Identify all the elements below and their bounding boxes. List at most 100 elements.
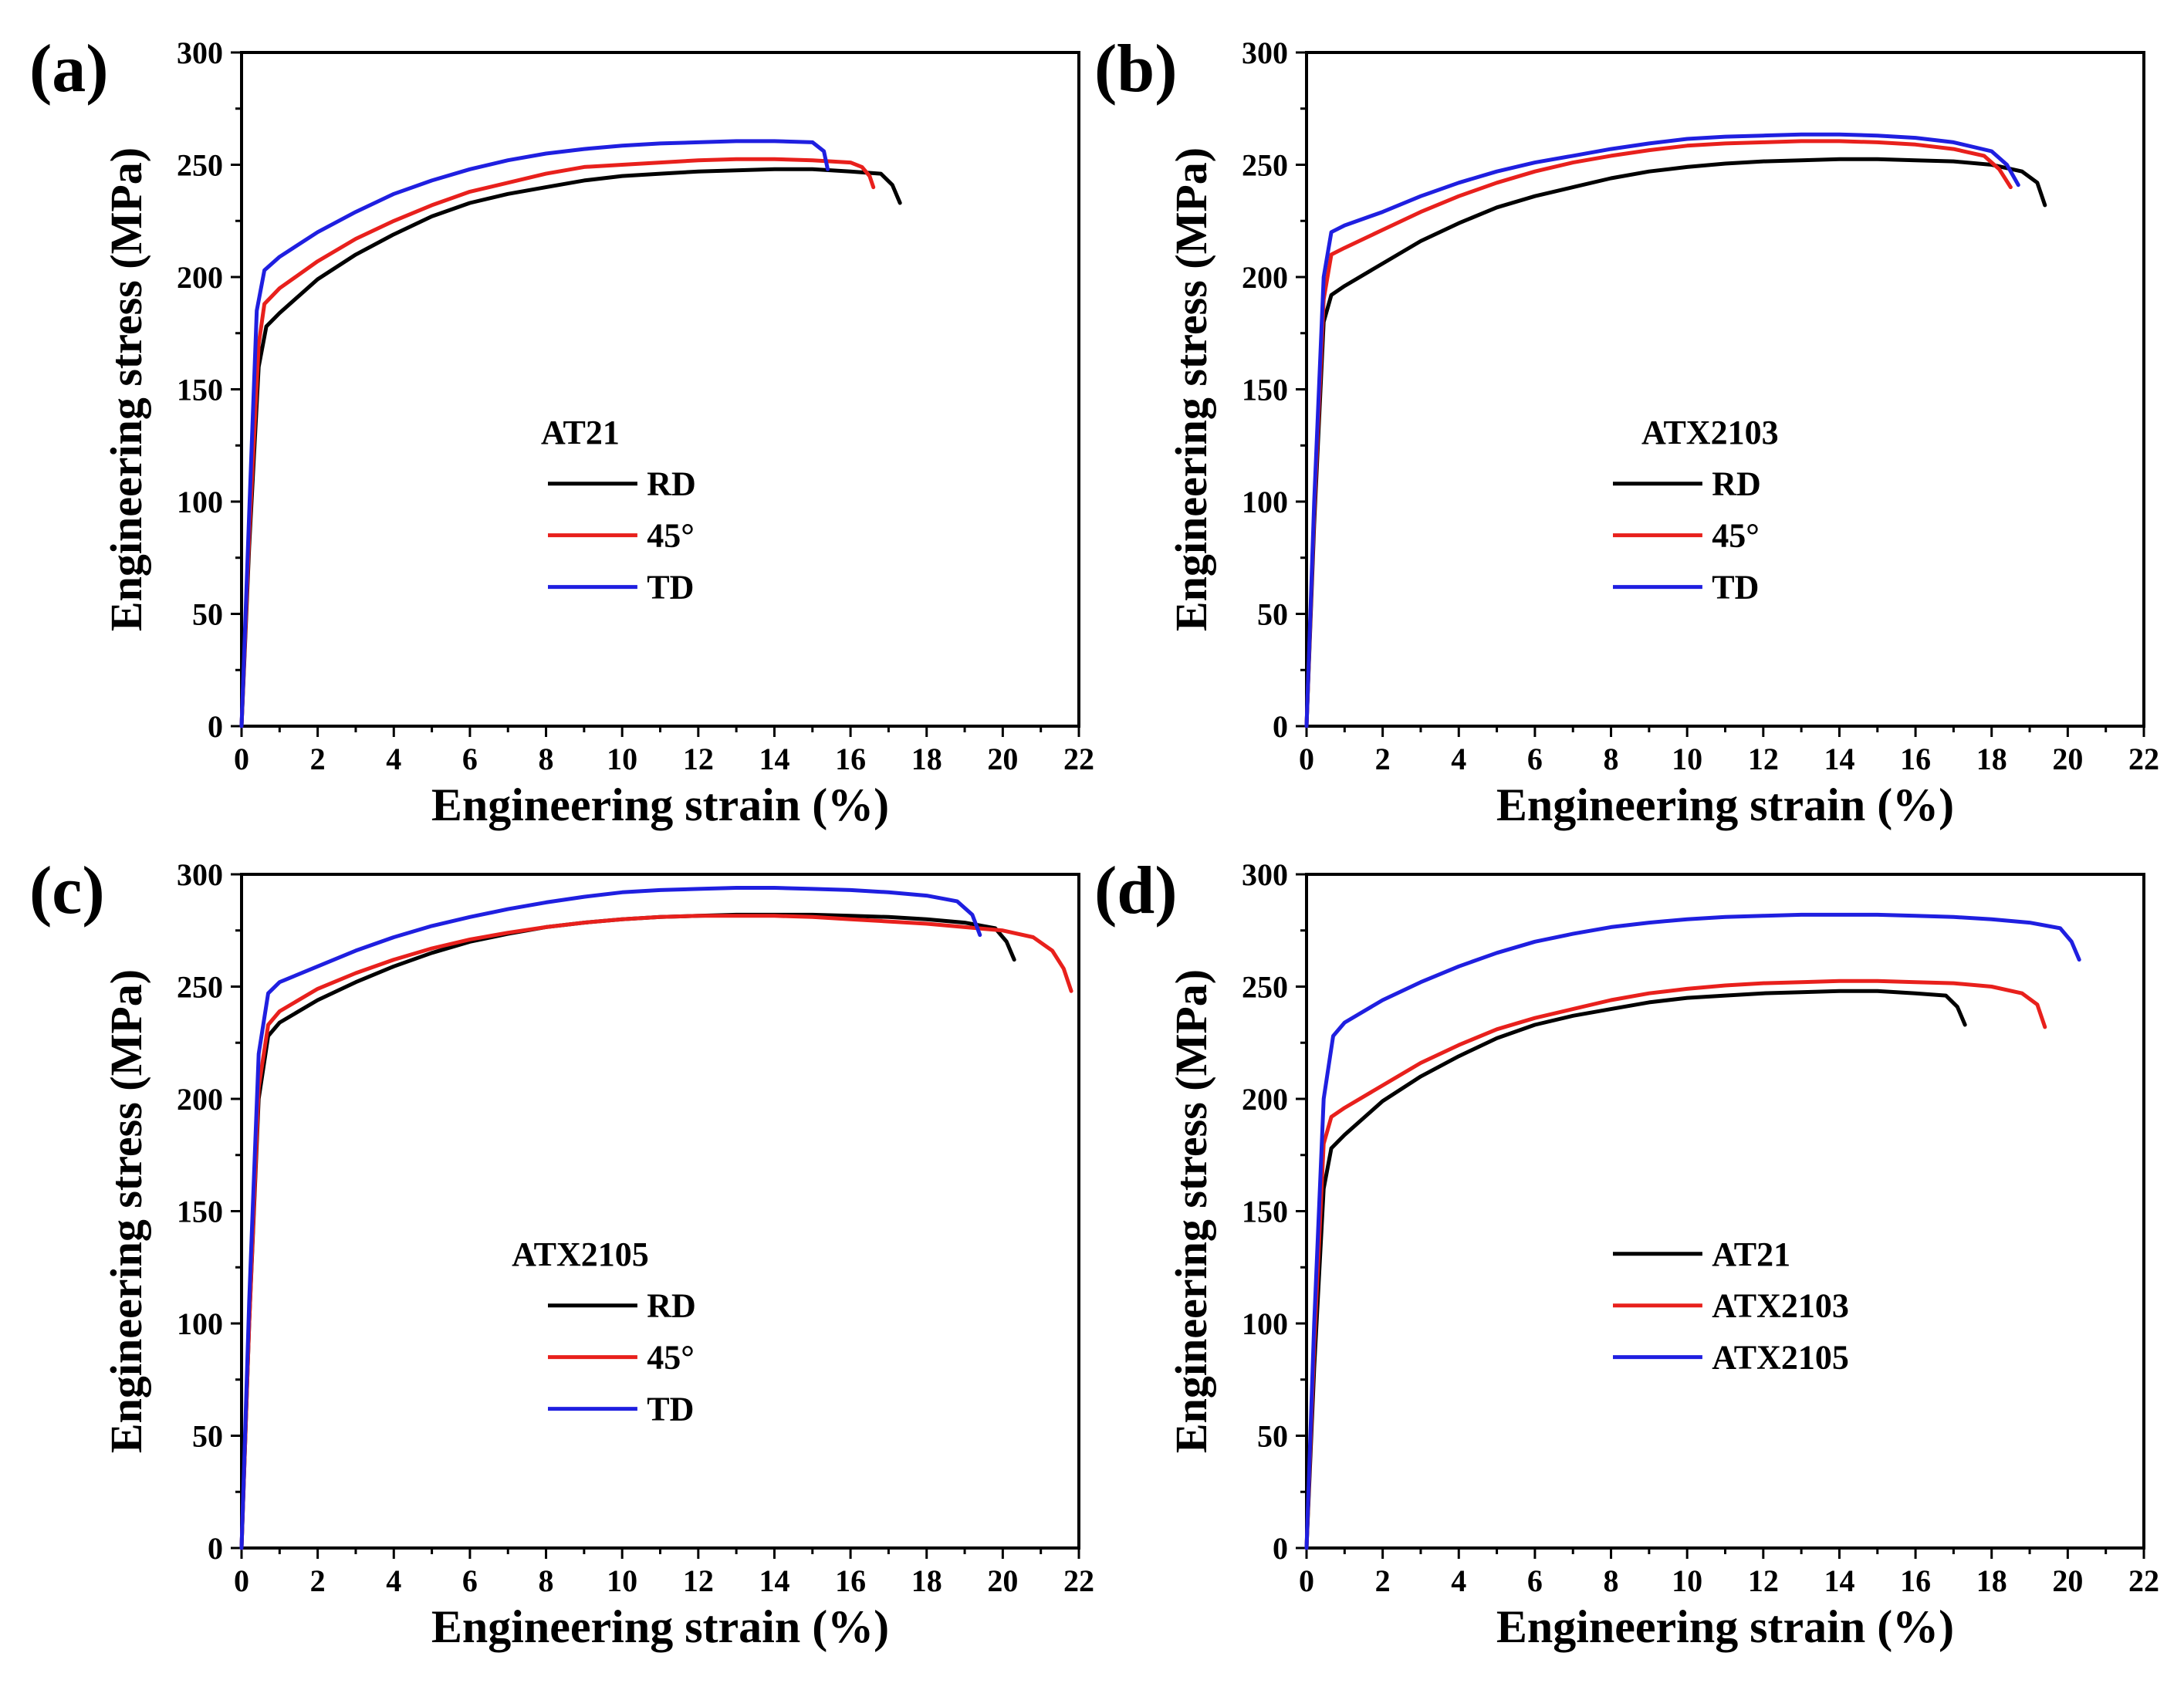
y-tick-label: 0 xyxy=(208,1531,223,1566)
x-tick-label: 12 xyxy=(1748,742,1779,776)
panel-label: (c) xyxy=(29,853,105,928)
legend: AT21 ATX2103 ATX2105 xyxy=(1613,1235,1849,1377)
panel-label: (a) xyxy=(29,32,109,106)
y-tick-label: 100 xyxy=(177,485,223,519)
y-axis-title: Engineering stress (MPa) xyxy=(101,147,151,631)
legend-label: ATX2103 xyxy=(1712,1287,1849,1325)
y-tick-label: 300 xyxy=(177,857,223,892)
series-line-rd xyxy=(1304,157,2047,728)
x-tick-label: 22 xyxy=(2128,1563,2159,1598)
y-tick-label: 0 xyxy=(1273,709,1288,744)
x-tick-label: 8 xyxy=(539,742,554,776)
y-tick-label: 250 xyxy=(177,148,223,183)
y-tick-label: 50 xyxy=(1257,1419,1288,1454)
panel-label: (d) xyxy=(1094,853,1178,928)
series-line-rd xyxy=(239,167,902,728)
y-tick-label: 300 xyxy=(1242,35,1288,70)
x-tick-label: 6 xyxy=(462,1563,478,1598)
x-tick-label: 6 xyxy=(1527,1563,1543,1598)
x-tick-label: 22 xyxy=(2128,742,2159,776)
x-tick-label: 14 xyxy=(1824,1563,1854,1598)
x-tick-label: 14 xyxy=(1824,742,1854,776)
legend-label: 45° xyxy=(647,1339,695,1377)
plot-frame xyxy=(1305,51,2145,728)
legend-label: RD xyxy=(1712,465,1761,503)
y-tick-label: 50 xyxy=(192,1419,223,1454)
legend-label: RD xyxy=(647,465,696,503)
x-tick-label: 10 xyxy=(607,742,637,776)
legend-label: TD xyxy=(1712,569,1759,607)
x-tick-label: 20 xyxy=(2052,742,2083,776)
legend: ATX2105 RD 45° TD xyxy=(512,1235,696,1428)
x-tick-label: 14 xyxy=(759,742,789,776)
x-axis-title: Engineering strain (%) xyxy=(431,1601,889,1652)
y-tick-label: 150 xyxy=(1242,373,1288,407)
x-tick-label: 18 xyxy=(911,1563,942,1598)
y-tick-label: 250 xyxy=(1242,148,1288,183)
x-tick-label: 10 xyxy=(1672,1563,1702,1598)
series-line-45 xyxy=(239,914,1073,1550)
x-tick-label: 20 xyxy=(987,1563,1018,1598)
x-tick-label: 20 xyxy=(2052,1563,2083,1598)
x-tick-label: 16 xyxy=(835,742,866,776)
x-tick-label: 12 xyxy=(1748,1563,1779,1598)
x-axis-title: Engineering strain (%) xyxy=(431,779,889,830)
x-axis-title: Engineering strain (%) xyxy=(1496,779,1954,830)
legend-label: TD xyxy=(647,569,694,607)
y-tick-label: 150 xyxy=(177,1195,223,1229)
legend-title: ATX2103 xyxy=(1641,414,1779,451)
x-tick-label: 2 xyxy=(310,742,326,776)
x-tick-label: 16 xyxy=(1900,1563,1931,1598)
chart-panel-a: 0 2 4 6 8 10 12 14 16 18 20 22 0 50 100 150 200 250 300 Eng… xyxy=(29,32,1094,830)
panel-label: (b) xyxy=(1094,32,1178,106)
y-tick-label: 250 xyxy=(1242,970,1288,1005)
y-tick-label: 100 xyxy=(1242,1306,1288,1341)
x-tick-label: 6 xyxy=(462,742,478,776)
x-tick-label: 4 xyxy=(1451,742,1466,776)
y-tick-label: 200 xyxy=(1242,260,1288,295)
x-tick-label: 22 xyxy=(1063,742,1094,776)
legend-label: 45° xyxy=(1712,517,1760,555)
x-tick-label: 8 xyxy=(1604,1563,1619,1598)
y-axis-title: Engineering stress (MPa) xyxy=(101,969,151,1453)
x-tick-label: 16 xyxy=(835,1563,866,1598)
series-line-atx2105 xyxy=(1304,912,2081,1550)
y-tick-label: 100 xyxy=(177,1306,223,1341)
x-tick-label: 12 xyxy=(683,1563,714,1598)
y-tick-label: 50 xyxy=(192,597,223,632)
x-tick-label: 18 xyxy=(1976,1563,2007,1598)
x-tick-label: 0 xyxy=(1299,742,1314,776)
x-tick-label: 4 xyxy=(1451,1563,1466,1598)
series-line-atx2103 xyxy=(1304,979,2047,1550)
x-tick-label: 10 xyxy=(1672,742,1702,776)
legend-title: AT21 xyxy=(541,414,620,451)
x-tick-label: 2 xyxy=(1375,1563,1391,1598)
y-tick-label: 0 xyxy=(208,709,223,744)
series-line-td xyxy=(1304,132,2020,728)
x-tick-label: 0 xyxy=(1299,1563,1314,1598)
y-tick-label: 300 xyxy=(1242,857,1288,892)
x-tick-label: 6 xyxy=(1527,742,1543,776)
legend: ATX2103 RD 45° TD xyxy=(1613,414,1779,607)
series-line-rd xyxy=(239,912,1016,1550)
legend-label: AT21 xyxy=(1712,1235,1790,1273)
legend-label: TD xyxy=(647,1391,694,1428)
y-axis-title: Engineering stress (MPa) xyxy=(1166,969,1216,1453)
x-tick-label: 2 xyxy=(310,1563,326,1598)
y-tick-label: 0 xyxy=(1273,1531,1288,1566)
y-axis-title: Engineering stress (MPa) xyxy=(1166,147,1216,631)
y-tick-label: 50 xyxy=(1257,597,1288,632)
y-tick-label: 200 xyxy=(177,1082,223,1117)
x-axis-title: Engineering strain (%) xyxy=(1496,1601,1954,1652)
x-tick-label: 4 xyxy=(386,742,401,776)
x-tick-label: 18 xyxy=(911,742,942,776)
series-line-45 xyxy=(1304,139,2013,728)
x-tick-label: 0 xyxy=(234,742,249,776)
legend-label: ATX2105 xyxy=(1712,1339,1849,1377)
plot-frame xyxy=(240,51,1080,728)
y-tick-label: 100 xyxy=(1242,485,1288,519)
y-tick-label: 150 xyxy=(177,373,223,407)
y-tick-label: 300 xyxy=(177,35,223,70)
chart-panel-c: 0 2 4 6 8 10 12 14 16 18 20 22 0 50 100 150 200 250 300 Eng… xyxy=(29,853,1094,1652)
y-tick-label: 200 xyxy=(1242,1082,1288,1117)
